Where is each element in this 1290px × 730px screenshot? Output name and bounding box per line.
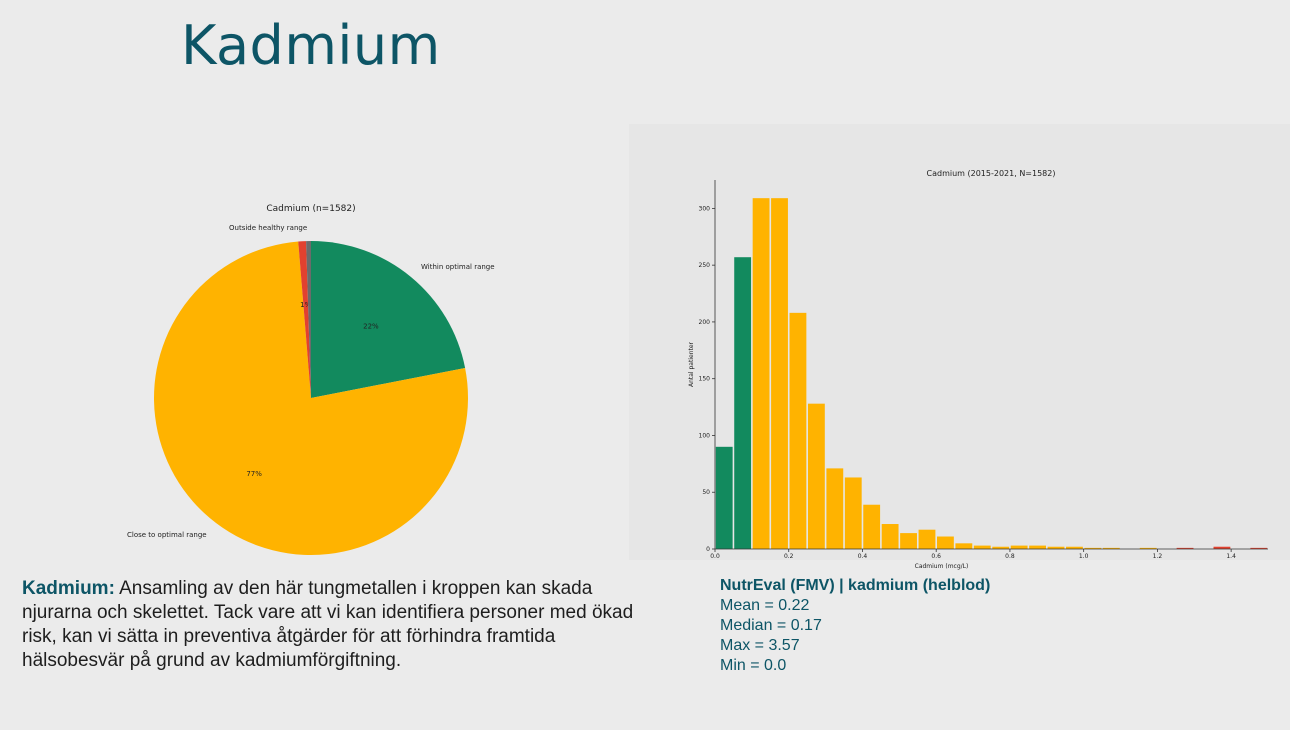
description-body: Ansamling av den här tungmetallen i krop…: [22, 578, 634, 671]
y-axis-label: Antal patienter: [688, 341, 695, 387]
histogram-bar: [1139, 547, 1157, 549]
histogram-bar: [881, 524, 899, 549]
histogram-bar: [1066, 546, 1083, 549]
pie-slice-label: Close to optimal range: [127, 531, 207, 539]
pie-title: Cadmium (n=1582): [266, 204, 355, 214]
histogram-bar: [1213, 546, 1231, 549]
histogram-bar: [1029, 545, 1046, 549]
histogram-bar: [844, 477, 862, 549]
x-tick-label: 1.2: [1153, 553, 1163, 560]
pie-pct-label: 1%: [300, 301, 311, 309]
page-title: Kadmium: [181, 14, 441, 77]
description-text: Kadmium: Ansamling av den här tungmetall…: [22, 577, 647, 673]
x-tick-label: 0.8: [1005, 553, 1015, 560]
description-lead: Kadmium:: [22, 578, 115, 599]
histogram-bar: [1047, 546, 1065, 549]
stats-min: Min = 0.0: [720, 657, 787, 674]
pie-slice: [154, 241, 469, 555]
pie-pct-label: 77%: [246, 470, 262, 478]
pie-slice-label: Within optimal range: [421, 263, 495, 271]
histogram-chart: Cadmium (2015-2021, N=1582) 0.0 0.2 0.4 0.6 0…: [688, 169, 1268, 570]
pie-chart: Cadmium (n=1582) 22% Within optimal range 7…: [127, 204, 495, 555]
x-axis-label: Cadmium (mcg/L): [915, 563, 969, 570]
y-tick-label: 300: [699, 205, 711, 212]
y-tick-label: 150: [699, 376, 711, 383]
histogram-bar: [826, 468, 844, 549]
histogram-bar: [1084, 547, 1102, 549]
histogram-bar: [771, 198, 788, 550]
histogram-bar: [807, 403, 825, 549]
histogram-bar: [734, 257, 752, 549]
x-tick-label: 0.4: [858, 553, 868, 560]
histogram-bar: [955, 543, 973, 549]
stats-mean: Mean = 0.22: [720, 597, 810, 614]
histogram-bar: [789, 312, 807, 549]
histogram-bar: [863, 504, 881, 549]
histogram-bar: [1250, 547, 1268, 549]
histogram-bar: [973, 545, 991, 549]
histogram-bar: [1176, 547, 1194, 549]
pie-slice: [306, 241, 311, 398]
x-tick-label: 1.0: [1079, 553, 1089, 560]
pie-slice: [298, 241, 311, 398]
stats-median: Median = 0.17: [720, 617, 822, 634]
stats-max: Max = 3.57: [720, 637, 800, 654]
histogram-bar: [715, 446, 733, 549]
histogram-bar: [937, 536, 954, 549]
histogram-bar: [1102, 547, 1120, 549]
y-tick-label: 200: [699, 319, 711, 326]
x-tick-label: 0.6: [931, 553, 941, 560]
pie-pct-label: 22%: [363, 322, 379, 330]
pie-slice: [311, 241, 466, 398]
histogram-bar: [752, 198, 770, 550]
histogram-bar: [992, 546, 1010, 549]
stats-header: NutrEval (FMV) | kadmium (helblod): [720, 577, 991, 594]
y-tick-label: 0: [706, 546, 710, 553]
y-tick-label: 50: [702, 489, 710, 496]
x-tick-label: 0.2: [784, 553, 794, 560]
x-tick-label: 1.4: [1226, 553, 1236, 560]
histogram-bar: [918, 529, 936, 549]
x-tick-label: 0.0: [710, 553, 720, 560]
histogram-bar: [900, 533, 917, 549]
stats-panel: NutrEval (FMV) | kadmium (helblod) Mean …: [720, 576, 990, 676]
histogram-bar: [1010, 545, 1028, 549]
histogram-title: Cadmium (2015-2021, N=1582): [927, 169, 1056, 178]
y-tick-label: 100: [699, 432, 711, 439]
y-tick-label: 250: [699, 262, 711, 269]
pie-slice-label: Outside healthy range: [229, 224, 307, 232]
